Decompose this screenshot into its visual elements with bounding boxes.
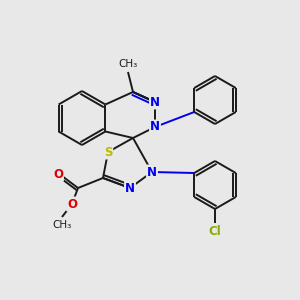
Text: CH₃: CH₃ <box>118 59 138 69</box>
Text: S: S <box>104 146 112 158</box>
Text: O: O <box>53 167 63 181</box>
Text: CH₃: CH₃ <box>52 220 72 230</box>
Text: O: O <box>67 197 77 211</box>
Text: N: N <box>125 182 135 194</box>
Text: Cl: Cl <box>208 225 221 238</box>
Text: N: N <box>147 166 157 178</box>
Text: N: N <box>150 121 160 134</box>
Text: N: N <box>150 95 160 109</box>
